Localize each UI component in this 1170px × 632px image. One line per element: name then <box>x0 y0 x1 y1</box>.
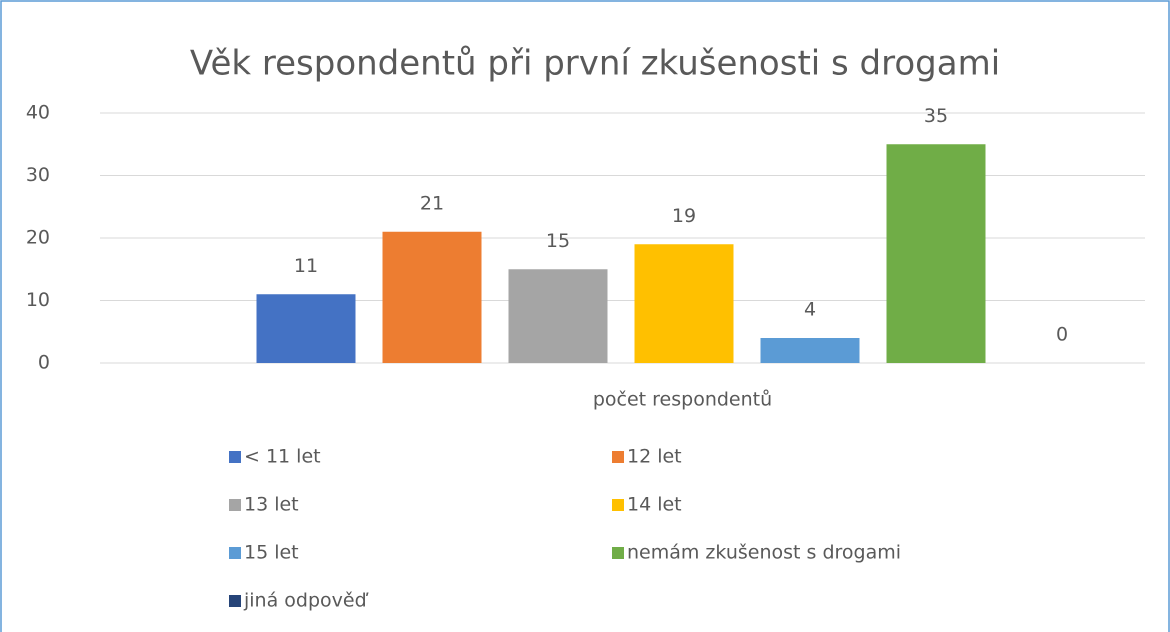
legend-swatch <box>612 499 624 511</box>
data-label: 35 <box>924 105 948 127</box>
legend-label: 13 let <box>244 494 299 516</box>
legend-label: 12 let <box>627 446 682 468</box>
bar <box>382 231 482 363</box>
data-label: 0 <box>1056 324 1068 346</box>
legend-swatch <box>612 547 624 559</box>
y-tick-label: 0 <box>38 352 50 374</box>
y-tick-label: 40 <box>26 102 50 124</box>
bar <box>508 269 608 363</box>
data-label: 15 <box>546 230 570 252</box>
legend-label: nemám zkušenost s drogami <box>627 542 901 564</box>
legend-swatch <box>229 547 241 559</box>
legend-label: jiná odpověď <box>243 590 369 612</box>
chart-title: Věk respondentů při první zkušenosti s d… <box>190 44 1000 84</box>
data-label: 4 <box>804 299 816 321</box>
y-tick-label: 20 <box>26 227 50 249</box>
bar <box>256 294 356 363</box>
y-tick-label: 10 <box>26 289 50 311</box>
legend-label: < 11 let <box>244 446 321 468</box>
bar <box>760 338 860 363</box>
legend-label: 15 let <box>244 542 299 564</box>
bar <box>634 244 734 363</box>
legend-swatch <box>612 451 624 463</box>
data-label: 11 <box>294 255 318 277</box>
x-tick-label: počet respondentů <box>593 389 772 411</box>
y-tick-label: 30 <box>26 164 50 186</box>
bar <box>886 144 986 363</box>
legend-swatch <box>229 595 241 607</box>
legend-swatch <box>229 499 241 511</box>
legend-swatch <box>229 451 241 463</box>
data-label: 19 <box>672 205 696 227</box>
data-label: 21 <box>420 192 444 214</box>
legend-label: 14 let <box>627 494 682 516</box>
